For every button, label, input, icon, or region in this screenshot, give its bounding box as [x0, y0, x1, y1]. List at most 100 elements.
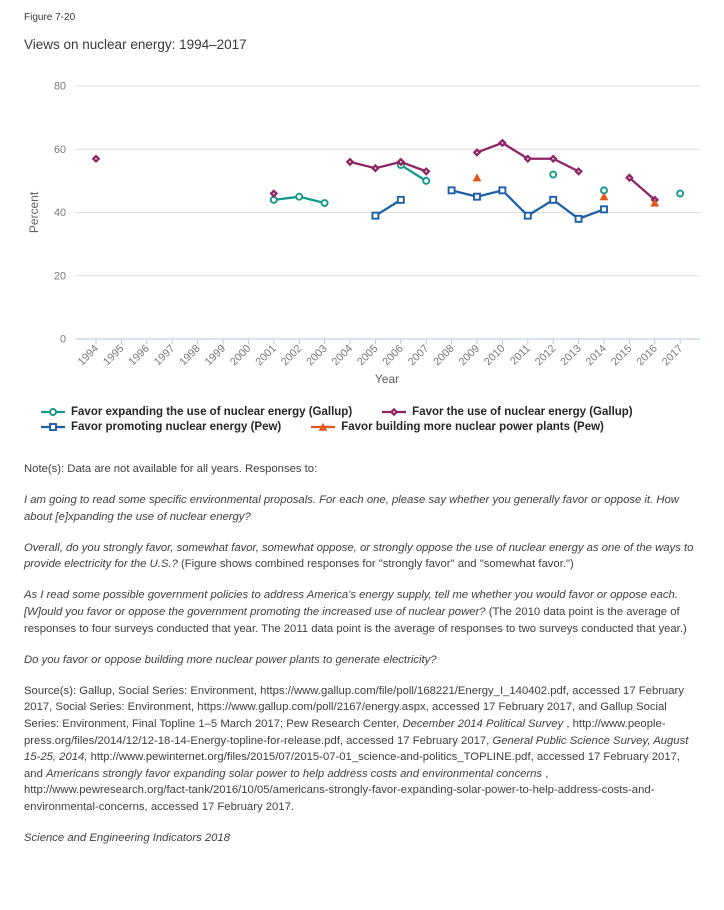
x-tick-label: 2009: [457, 343, 482, 368]
question-overall-italic-segment: Overall, do you strongly favor, somewhat…: [24, 541, 694, 571]
question-expanding: I am going to read some specific environ…: [24, 492, 700, 525]
x-tick-label: 1995: [101, 343, 126, 368]
promoting-pew-point-2010: [498, 186, 507, 195]
legend-label-promoting-pew: Favor promoting nuclear energy (Pew): [71, 421, 282, 433]
building-pew-legend-icon: [311, 422, 336, 431]
x-tick-label: 2005: [355, 343, 380, 368]
series-line-use-gallup: [349, 160, 427, 173]
marker-center-dot: [399, 161, 402, 163]
x-tick-label: 2001: [253, 343, 278, 368]
legend-item-building-pew: Favor building more nuclear power plants…: [311, 421, 604, 433]
y-tick-label: 0: [60, 334, 66, 346]
marker-center-dot: [374, 167, 377, 170]
y-tick-label: 40: [54, 207, 66, 219]
expanding-gallup-legend-icon: [41, 408, 65, 416]
promoting-pew-legend-icon: [41, 423, 65, 431]
sources-text-segment: , http://www.pewresearch.org/fact-tank/2…: [24, 767, 655, 813]
use-gallup-legend-icon: [382, 407, 407, 417]
sources-text-segment: http://www.pewinternet.org/files/2015/07…: [24, 751, 681, 780]
building-pew-point-2014: [599, 192, 609, 201]
x-tick-label: 1997: [152, 343, 177, 368]
series-use-gallup: [91, 138, 660, 205]
question-building-italic-segment: Do you favor or oppose building more nuc…: [24, 653, 437, 666]
question-promoting: As I read some possible government polic…: [24, 587, 700, 637]
marker-center-dot: [425, 170, 428, 173]
x-tick-label: 2006: [380, 343, 405, 368]
promoting-pew-point-2009: [473, 192, 481, 201]
x-tick-label: 2015: [609, 343, 634, 368]
question-overall-text-segment: (Figure shows combined responses for "st…: [177, 558, 574, 571]
x-tick-label: 2013: [558, 343, 583, 368]
expanding-gallup-point-2007: [422, 176, 431, 185]
attribution: Science and Engineering Indicators 2018: [24, 830, 700, 847]
chart-legend: Favor expanding the use of nuclear energ…: [41, 406, 683, 433]
x-tick-label: 2004: [330, 343, 355, 368]
figure-title: Views on nuclear energy: 1994–2017: [24, 37, 247, 52]
series-promoting-pew: [371, 186, 608, 223]
expanding-gallup-point-2003: [320, 199, 329, 207]
marker-center-dot: [349, 161, 351, 163]
legend-item-use-gallup: Favor the use of nuclear energy (Gallup): [382, 406, 633, 418]
expanding-gallup-point-2017: [676, 189, 685, 198]
sources: Source(s): Gallup, Social Series: Enviro…: [24, 683, 700, 816]
sources-italic-segment: December 2014 Political Survey: [402, 718, 564, 731]
x-tick-label: 1999: [203, 343, 228, 368]
x-tick-label: 2003: [304, 343, 329, 368]
marker-center-dot: [552, 157, 555, 160]
legend-item-promoting-pew: Favor promoting nuclear energy (Pew): [41, 421, 281, 433]
marker-center-dot: [476, 151, 478, 154]
x-tick-label: 2011: [508, 343, 533, 368]
promoting-pew-point-2008: [447, 186, 456, 195]
marker-center-dot: [272, 192, 275, 195]
x-tick-label: 2008: [431, 343, 456, 368]
sources-italic-segment: General Public Science Survey, August 15…: [24, 734, 689, 764]
marker-center-dot: [628, 176, 631, 179]
x-tick-label: 1998: [177, 343, 202, 368]
question-promoting-text-segment: (The 2010 data point is the average of r…: [24, 606, 687, 635]
x-tick-label: 2016: [634, 343, 659, 368]
attribution-italic-segment: Science and Engineering Indicators 2018: [24, 832, 230, 845]
marker-center-dot: [501, 142, 504, 144]
promoting-pew-point-2013: [574, 214, 583, 223]
note-intro-text-segment: Note(s): Data are not available for all …: [24, 463, 318, 475]
sources-text-segment: Source(s): Gallup, Social Series: Enviro…: [24, 684, 684, 731]
x-tick-label: 2017: [660, 343, 685, 368]
x-tick-label: 2002: [279, 343, 304, 368]
promoting-pew-point-2005: [371, 211, 380, 220]
legend-label-building-pew: Favor building more nuclear power plants…: [341, 421, 604, 433]
marker-center-dot: [526, 157, 529, 160]
series-building-pew: [472, 173, 660, 207]
note-intro: Note(s): Data are not available for all …: [24, 461, 700, 478]
building-pew-point-2016: [650, 198, 660, 207]
promoting-pew-point-2012: [549, 195, 558, 204]
x-axis-title: Year: [375, 372, 399, 386]
sources-italic-segment: Americans strongly favor expanding solar…: [46, 767, 543, 780]
y-axis-title: Percent: [27, 191, 41, 233]
x-tick-label: 2010: [482, 343, 507, 368]
legend-label-use-gallup: Favor the use of nuclear energy (Gallup): [412, 406, 633, 418]
question-building: Do you favor or oppose building more nuc…: [24, 652, 700, 669]
marker-center-dot: [577, 170, 580, 173]
series-line-promoting-pew: [374, 198, 402, 217]
sources-text-segment: , http://www.people-press.org/files/2014…: [24, 718, 666, 747]
expanding-gallup-point-2002: [295, 192, 304, 201]
figure-page: Figure 7-20 Views on nuclear energy: 199…: [0, 12, 724, 847]
y-tick-label: 60: [54, 144, 66, 156]
x-tick-label: 1996: [126, 343, 151, 368]
marker-center-dot: [95, 157, 97, 160]
legend-item-expanding-gallup: Favor expanding the use of nuclear energ…: [41, 406, 352, 418]
series-line-expanding-gallup: [400, 164, 427, 182]
y-tick-label: 20: [54, 270, 66, 282]
question-promoting-italic-segment: As I read some possible government polic…: [24, 589, 678, 619]
expanding-gallup-point-2012: [549, 170, 558, 179]
x-tick-label: 2007: [406, 343, 431, 368]
x-tick-label: 2014: [584, 343, 609, 368]
legend-label-expanding-gallup: Favor expanding the use of nuclear energ…: [71, 406, 353, 418]
promoting-pew-point-2011: [523, 211, 532, 220]
x-tick-label: 2000: [228, 343, 253, 368]
x-tick-label: 1994: [76, 343, 101, 368]
question-overall: Overall, do you strongly favor, somewhat…: [24, 540, 700, 573]
question-expanding-italic-segment: I am going to read some specific environ…: [24, 494, 679, 523]
